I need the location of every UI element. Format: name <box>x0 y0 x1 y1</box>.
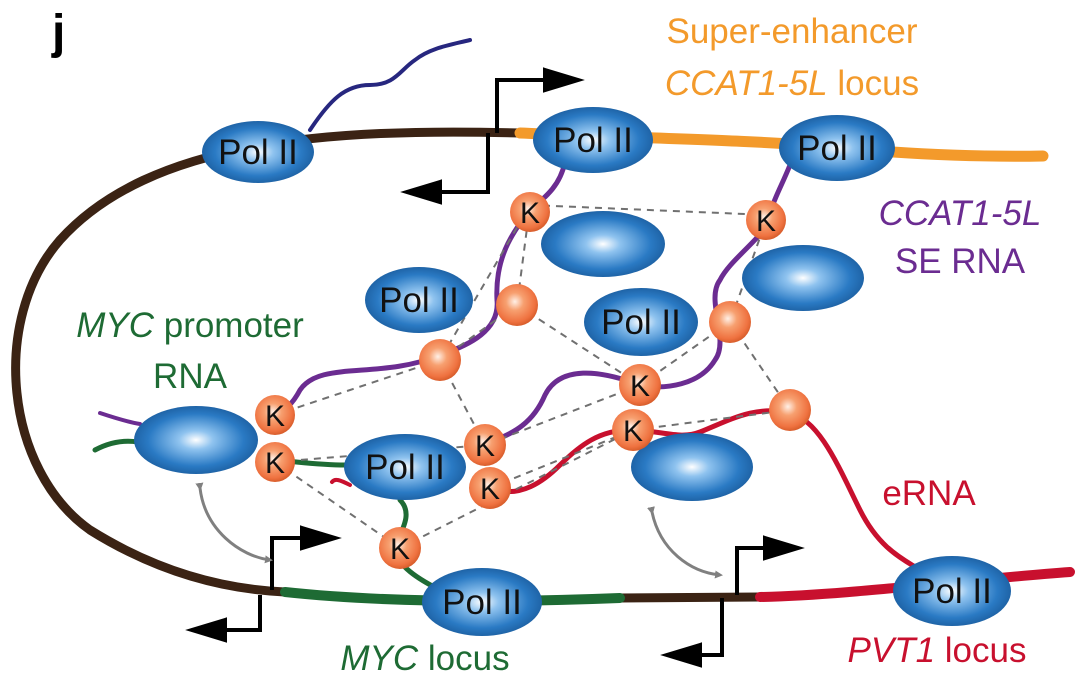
phospho-sphere <box>769 389 811 431</box>
pol-ii-blob-enhancer <box>541 211 665 277</box>
kinase-center-1: K <box>619 364 661 406</box>
kinase-label: K <box>390 533 410 566</box>
pol-ii-cluster-left: Pol II <box>365 267 473 333</box>
myc-promoter-suffix: promoter <box>154 306 304 345</box>
erna-strand <box>487 408 923 573</box>
myc-promoter-italic: MYC <box>76 306 155 345</box>
myc-locus-suffix: locus <box>418 639 509 678</box>
myc-locus-label: MYC locus <box>340 639 509 678</box>
pol-ii-label: Pol II <box>553 121 633 160</box>
nascent-rna-strand <box>308 38 472 132</box>
ccat-locus-italic: CCAT1-5L <box>665 64 828 103</box>
se-rna-label-line2: SE RNA <box>895 242 1026 281</box>
tss-arrow-enhancer <box>400 67 585 205</box>
kinase-enhancer-2: K <box>746 200 786 240</box>
loop-interaction-arrow-left <box>195 482 273 564</box>
pol-ii-label: Pol II <box>601 303 681 342</box>
loop-interaction-arrow-right <box>647 506 723 579</box>
kinase-label: K <box>475 430 495 463</box>
pol-ii-cluster-center: Pol II <box>344 434 466 500</box>
ccat-locus-label: CCAT1-5L locus <box>665 64 919 103</box>
myc-promoter-label-line2: RNA <box>153 357 228 396</box>
pvt1-locus-label: PVT1 locus <box>848 631 1027 670</box>
kinase-enhancer-1: K <box>510 192 550 232</box>
pvt1-locus-italic: PVT1 <box>848 631 936 670</box>
pol-ii-blob-myc-promoter <box>134 406 258 474</box>
pol-ii-label: Pol II <box>218 133 298 172</box>
se-rna-strand-3 <box>482 370 643 448</box>
pol-ii-blob-erna <box>631 433 753 501</box>
super-enhancer-label: Super-enhancer <box>667 12 918 51</box>
myc-rna-tail-green <box>92 438 141 453</box>
myc-promoter-label-line1: MYC promoter <box>76 306 304 345</box>
kinase-center-2: K <box>612 409 654 451</box>
kinase-myc-promoter-upper: K <box>255 395 295 435</box>
pol-ii-label: Pol II <box>379 281 459 320</box>
chromatin-segment-mid <box>615 592 765 603</box>
phospho-sphere <box>419 339 461 381</box>
kinase-label: K <box>623 415 643 448</box>
pol-ii-cluster-right: Pol II <box>584 288 698 356</box>
pol-ii-pvt1-locus: Pol II <box>893 556 1011 626</box>
erna-strand-branch <box>330 477 352 487</box>
kinase-myc-promoter-lower: K <box>255 442 295 482</box>
pol-ii-label: Pol II <box>442 583 522 622</box>
kinase-label: K <box>265 400 285 433</box>
kinase-myc-locus: K <box>379 527 421 569</box>
kinase-label: K <box>520 197 540 230</box>
kinase-label: K <box>265 447 285 480</box>
panel-label: j <box>51 6 65 59</box>
pol-ii-top-left: Pol II <box>202 121 314 183</box>
pol-ii-myc-locus: Pol II <box>422 568 542 636</box>
pol-ii-label: Pol II <box>912 572 992 611</box>
pol-ii-label: Pol II <box>797 129 877 168</box>
kinase-center-4: K <box>469 467 511 509</box>
se-rna-label-line1: CCAT1-5L <box>879 194 1042 233</box>
pol-ii-blob-se <box>742 245 864 311</box>
ccat-locus-suffix: locus <box>828 64 919 103</box>
pol-ii-enhancer-2: Pol II <box>779 115 895 181</box>
phospho-sphere <box>709 301 751 343</box>
kinase-label: K <box>756 205 776 238</box>
myc-rna-tail-purple <box>98 411 142 426</box>
kinase-center-3: K <box>464 424 506 466</box>
pvt1-locus-suffix: locus <box>935 631 1026 670</box>
pol-ii-label: Pol II <box>365 448 445 487</box>
kinase-label: K <box>480 473 500 506</box>
pol-ii-enhancer-1: Pol II <box>533 107 653 173</box>
tss-arrow-pvt1 <box>660 535 805 668</box>
erna-label: eRNA <box>882 474 976 513</box>
myc-locus-italic: MYC <box>340 639 419 678</box>
phospho-sphere <box>496 284 538 326</box>
kinase-label: K <box>630 370 650 403</box>
